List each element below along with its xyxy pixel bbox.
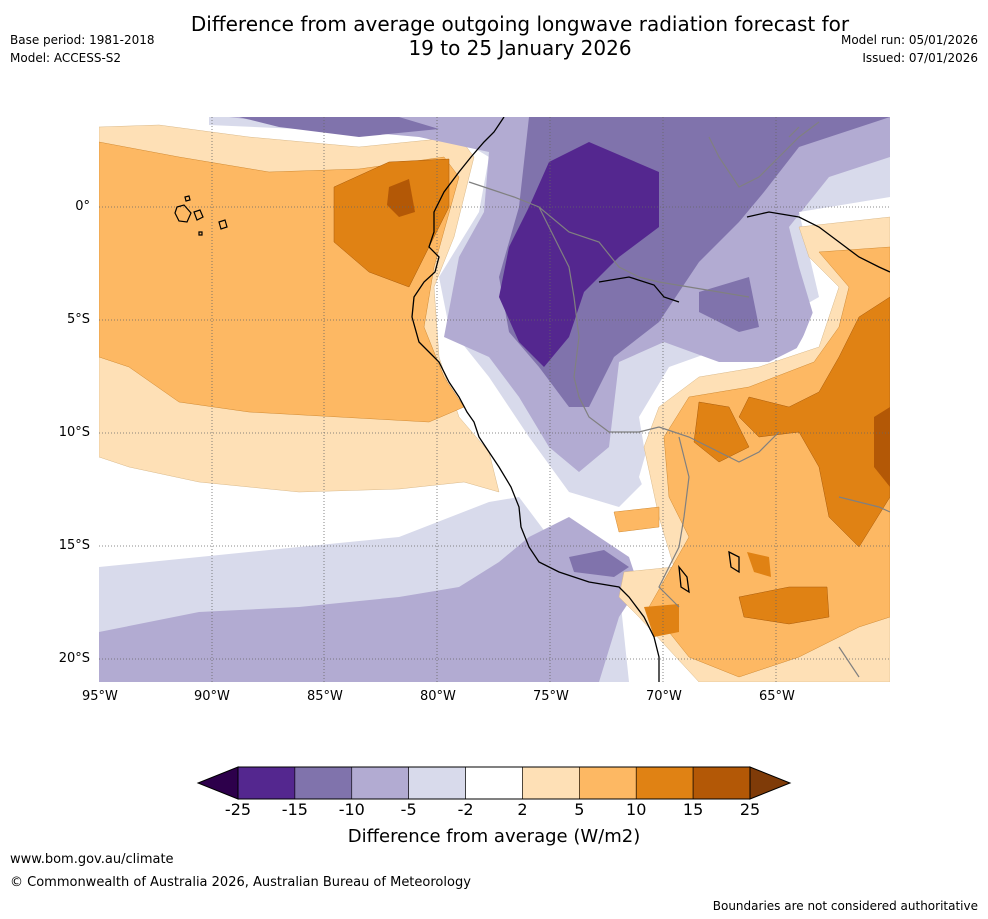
lon-tick-75w: 75°W	[533, 689, 569, 704]
colorbar-label: -25	[224, 800, 252, 819]
lon-tick-65w: 65°W	[759, 689, 795, 704]
anomaly-map	[99, 117, 890, 682]
colorbar-label: 2	[517, 800, 528, 819]
lon-tick-95w: 95°W	[82, 689, 118, 704]
lat-tick-15s: 15°S	[58, 538, 90, 553]
contour-orange-south-peru	[644, 604, 679, 637]
colorbar-bin	[294, 766, 353, 800]
colorbar-bin	[465, 766, 523, 800]
lon-tick-90w: 90°W	[194, 689, 230, 704]
colorbar-bin	[522, 766, 580, 800]
contour-light-purple-south	[99, 517, 639, 682]
colorbar-extend-low	[196, 766, 239, 800]
colorbar-label: -15	[281, 800, 308, 819]
colorbar-bin	[635, 766, 694, 800]
colorbar-extend-high	[749, 766, 792, 800]
contour-orange-east-1	[738, 296, 890, 548]
website-url: www.bom.gov.au/climate	[10, 852, 174, 867]
copyright-text: © Commonwealth of Australia 2026, Austra…	[10, 875, 471, 890]
title-line-1: Difference from average outgoing longwav…	[190, 12, 850, 36]
country-borders	[468, 121, 890, 678]
colorbar-label: 25	[739, 800, 761, 819]
colorbar-label: 15	[682, 800, 704, 819]
map-title: Difference from average outgoing longwav…	[0, 12, 988, 60]
lat-tick-20s: 20°S	[58, 651, 90, 666]
contour-dark-orange-pacific	[387, 179, 415, 217]
title-line-2: 19 to 25 January 2026	[408, 36, 632, 60]
lon-tick-80w: 80°W	[420, 689, 456, 704]
colorbar-bin	[351, 766, 409, 800]
disclaimer-text: Boundaries are not considered authoritat…	[712, 899, 978, 913]
issued-text: Issued: 07/01/2026	[862, 51, 978, 65]
contour-orange-bolivia	[747, 552, 771, 577]
model-name-text: Model: ACCESS-S2	[10, 51, 122, 65]
colorbar-frame	[237, 766, 751, 800]
lat-tick-5s: 5°S	[66, 312, 90, 327]
lat-tick-10s: 10°S	[58, 425, 90, 440]
contour-light-orange-east	[648, 246, 890, 678]
map-gridlines	[99, 117, 890, 682]
contour-orange-pacific	[333, 158, 450, 288]
colorbar	[196, 766, 792, 800]
lat-tick-0: 0°	[75, 199, 90, 214]
colorbar-bin	[237, 766, 296, 800]
colorbar-label: -5	[400, 800, 417, 819]
colorbar-label: -2	[457, 800, 474, 819]
model-run-text: Model run: 05/01/2026	[840, 33, 978, 47]
base-period-text: Base period: 1981-2018	[10, 33, 155, 47]
colorbar-label: 5	[574, 800, 585, 819]
colorbar-label: 10	[626, 800, 647, 819]
contour-dark-purple-amazon	[499, 142, 659, 367]
galapagos-islands	[174, 195, 228, 236]
contour-light-orange-south-peru	[613, 506, 660, 533]
contour-orange-east-3	[738, 586, 830, 625]
contour-med-purple-south	[569, 550, 629, 577]
colorbar-bin	[579, 766, 637, 800]
contour-med-purple-andes	[239, 117, 439, 137]
lon-tick-85w: 85°W	[307, 689, 343, 704]
lon-tick-70w: 70°W	[646, 689, 682, 704]
colorbar-label: -10	[338, 800, 365, 819]
colorbar-labels: -25 -15 -10 -5 -2 2 5 10 15 25	[196, 800, 794, 822]
colorbar-bin	[692, 766, 751, 800]
contour-dark-orange-east	[874, 407, 890, 487]
colorbar-title: Difference from average (W/m2)	[347, 826, 641, 847]
colorbar-bin	[408, 766, 466, 800]
coastline	[411, 117, 890, 682]
